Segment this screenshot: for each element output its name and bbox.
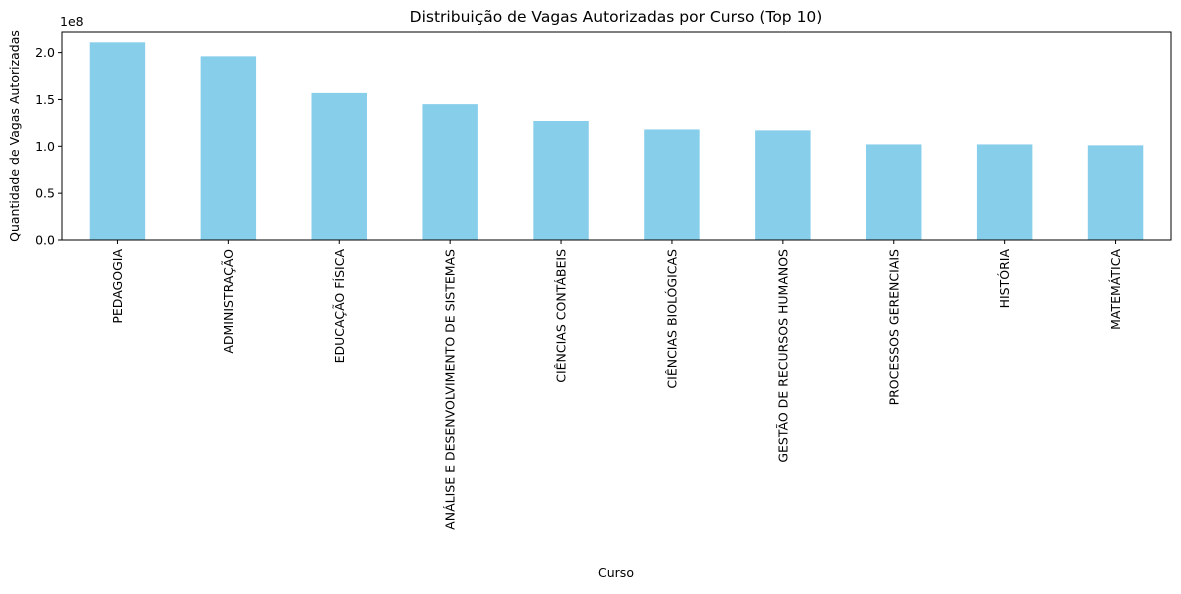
bar [1087, 145, 1144, 240]
x-axis-label: Curso [598, 565, 634, 580]
y-tick-label: 0.5 [35, 186, 55, 201]
bar [200, 56, 257, 240]
y-tick-label: 1.5 [35, 92, 55, 107]
bar [866, 144, 922, 240]
y-axis-label: Quantidade de Vagas Autorizadas [7, 30, 22, 242]
bar [976, 144, 1033, 240]
x-tick-label: ADMINISTRAÇÃO [221, 249, 236, 354]
y-tick-label: 0.0 [35, 233, 55, 248]
bar [311, 92, 367, 241]
x-tick-label: PEDAGOGIA [110, 249, 125, 324]
y-tick-label: 2.0 [35, 45, 55, 60]
bar [533, 121, 589, 240]
bar [644, 129, 700, 240]
y-offset-label: 1e8 [60, 14, 84, 29]
bar [422, 104, 478, 240]
x-tick-label: PROCESSOS GERENCIAIS [886, 249, 901, 405]
chart-title: Distribuição de Vagas Autorizadas por Cu… [410, 8, 823, 26]
bars-group [89, 42, 1144, 241]
y-ticks-group: 0.0 0.5 1.0 1.5 2.0 [35, 45, 62, 248]
x-tick-label: ANÁLISE E DESENVOLVIMENTO DE SISTEMAS [443, 249, 458, 530]
y-tick-label: 1.0 [35, 139, 55, 154]
x-ticks-group: PEDAGOGIA ADMINISTRAÇÃO EDUCAÇÃO FÍSICA ANÁ… [110, 240, 1123, 530]
x-tick-label: GESTÃO DE RECURSOS HUMANOS [775, 249, 790, 463]
bar [89, 42, 146, 241]
x-tick-label: CIÊNCIAS CONTÁBEIS [554, 249, 569, 383]
bar [755, 130, 811, 240]
x-tick-label: CIÊNCIAS BIOLÓGICAS [664, 249, 679, 389]
x-tick-label: EDUCAÇÃO FÍSICA [332, 249, 347, 364]
plot-frame [61, 31, 1172, 241]
x-tick-label: MATEMÁTICA [1108, 249, 1123, 330]
x-tick-label: HISTÓRIA [997, 249, 1012, 309]
